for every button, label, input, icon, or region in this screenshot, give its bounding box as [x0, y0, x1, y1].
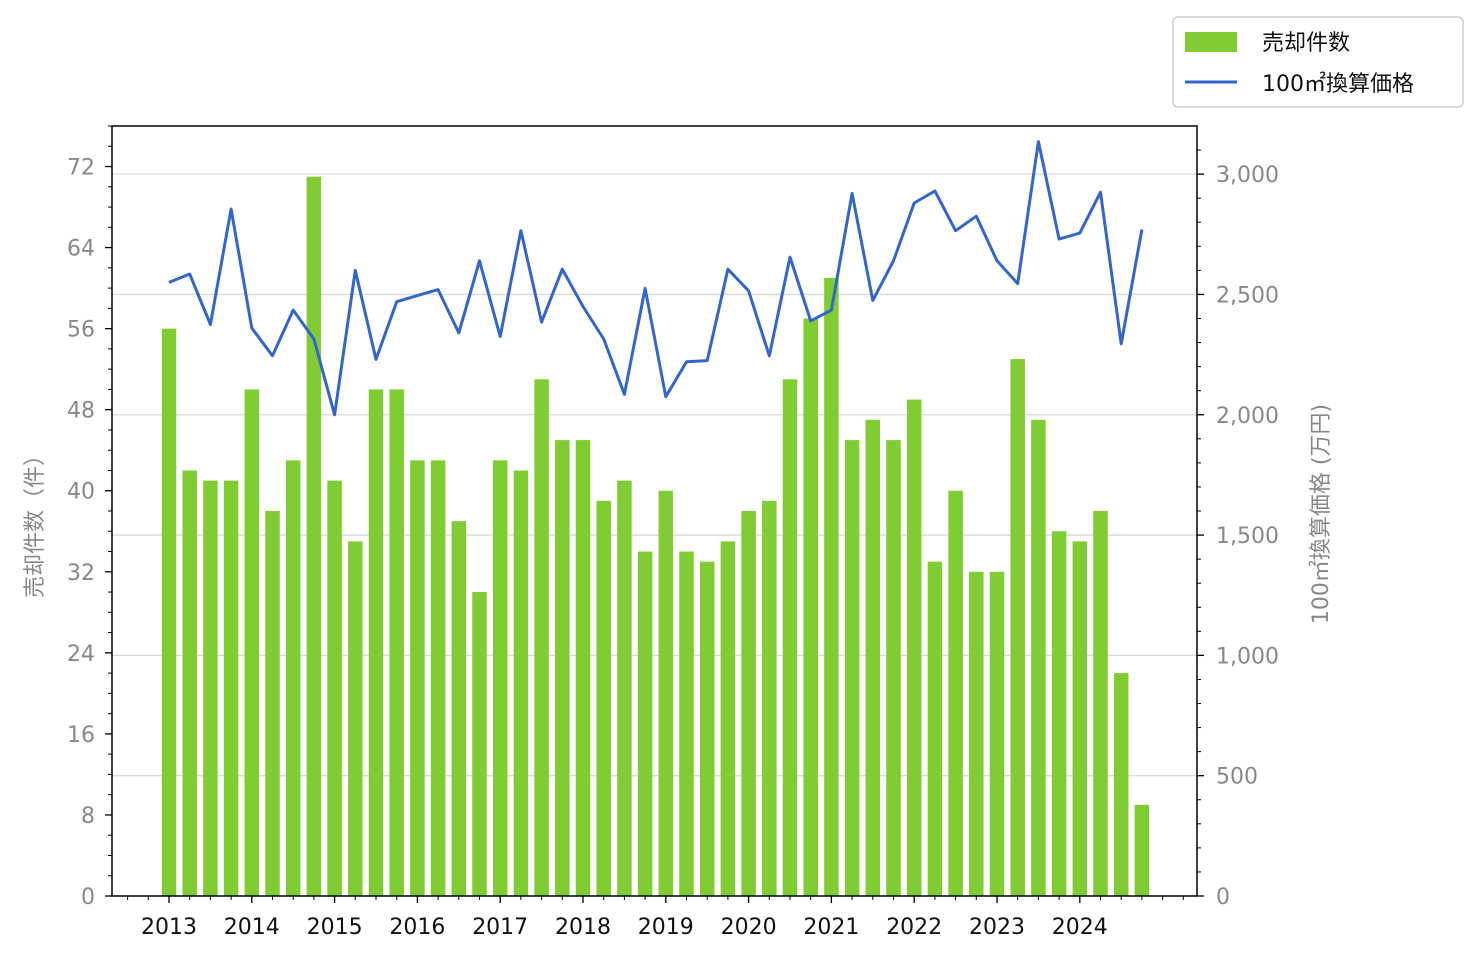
bar [617, 480, 632, 896]
x-tick-label: 2015 [307, 915, 363, 940]
bar [886, 440, 901, 896]
bar [699, 561, 715, 896]
bar [534, 379, 549, 897]
bar [555, 440, 570, 896]
x-tick-label: 2022 [886, 915, 942, 940]
left-tick-label: 40 [67, 480, 95, 505]
x-tick-label: 2024 [1052, 915, 1108, 940]
bar [306, 176, 322, 896]
bar [1010, 359, 1025, 896]
legend-label-line: 100㎡換算価格 [1262, 71, 1414, 97]
bar [844, 440, 860, 896]
bar [803, 318, 818, 896]
bar [492, 460, 508, 896]
bar [989, 571, 1005, 896]
legend-swatch-bars [1185, 32, 1237, 52]
bar [368, 389, 384, 896]
bar [948, 490, 963, 896]
left-tick-label: 16 [67, 723, 95, 748]
bar [865, 419, 881, 896]
bar [596, 500, 611, 896]
left-tick-label: 72 [67, 156, 95, 181]
legend: 売却件数 100㎡換算価格 [1172, 16, 1464, 108]
x-tick-label: 2014 [224, 915, 280, 940]
legend-box [1172, 16, 1464, 108]
x-tick-label: 2020 [721, 915, 777, 940]
bar [720, 541, 736, 896]
bar [1093, 511, 1108, 896]
bar [741, 511, 756, 896]
bar [1072, 541, 1088, 896]
bar [1051, 531, 1067, 896]
bar [969, 571, 984, 896]
left-tick-label: 56 [67, 318, 95, 343]
bar [244, 389, 260, 896]
x-tick-label: 2017 [472, 915, 528, 940]
x-tick-label: 2021 [803, 915, 859, 940]
bar [203, 480, 218, 896]
bar [679, 551, 694, 896]
x-tick-label: 2016 [389, 915, 445, 940]
bar [513, 470, 529, 896]
left-tick-label: 32 [67, 561, 95, 586]
left-tick-label: 48 [67, 399, 95, 424]
bar [658, 490, 674, 896]
bar [410, 460, 425, 896]
bar [327, 480, 342, 896]
right-tick-label: 500 [1216, 765, 1258, 790]
bar-series [161, 176, 1150, 897]
right-tick-label: 3,000 [1216, 163, 1279, 188]
bar [472, 592, 487, 896]
bar [223, 480, 239, 896]
axes: 0 8 16 24 32 40 48 56 64 72 0 500 1,000 1,500 2,000 2,5… [23, 125, 1334, 940]
x-tick-label: 2019 [638, 915, 694, 940]
right-tick-label: 0 [1216, 885, 1230, 910]
right-axis-title: 100㎡換算価格 (万円) [1308, 404, 1334, 624]
left-axis-title: 売却件数（件） [23, 444, 48, 598]
bar [824, 277, 839, 896]
bar [927, 561, 943, 896]
bar [1031, 419, 1046, 896]
bar [451, 521, 467, 896]
bar [348, 541, 363, 896]
left-tick-label: 0 [81, 885, 95, 910]
right-tick-label: 1,000 [1216, 644, 1279, 669]
x-tick-label: 2018 [555, 915, 611, 940]
bar [161, 328, 177, 896]
left-tick-label: 24 [67, 642, 95, 667]
right-tick-label: 1,500 [1216, 524, 1279, 549]
x-tick-label: 2023 [969, 915, 1025, 940]
bar [182, 470, 197, 896]
legend-label-bars: 売却件数 [1262, 31, 1350, 56]
bar [285, 460, 301, 896]
right-tick-label: 2,000 [1216, 404, 1279, 429]
bar [1113, 673, 1129, 896]
bar [762, 500, 777, 896]
x-tick-label: 2013 [141, 915, 197, 940]
bar [575, 440, 591, 896]
bar [782, 379, 798, 897]
right-tick-label: 2,500 [1216, 283, 1279, 308]
line-series [168, 140, 1144, 417]
bar [389, 389, 404, 896]
bar [906, 399, 922, 896]
bar [265, 511, 280, 896]
bar [637, 551, 653, 896]
price-line [168, 140, 1144, 417]
left-tick-label: 8 [81, 804, 95, 829]
bar [430, 460, 446, 896]
left-tick-label: 64 [67, 237, 95, 262]
bar [1134, 804, 1150, 896]
